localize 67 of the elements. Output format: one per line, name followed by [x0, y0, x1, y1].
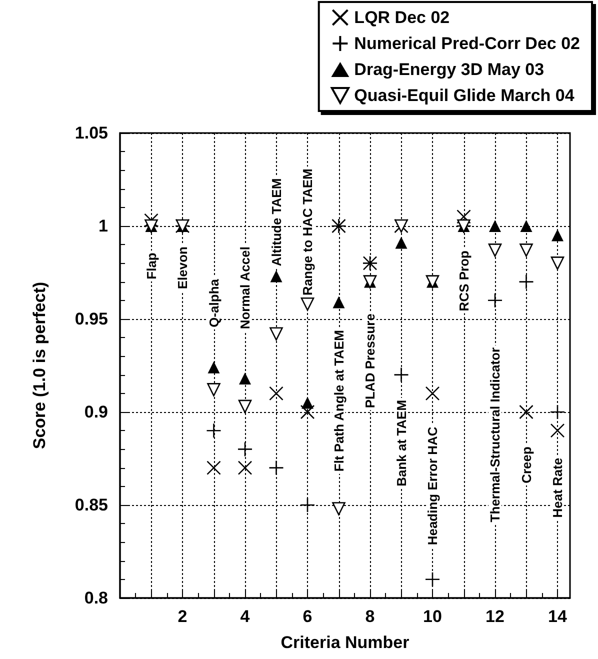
x-tick-label: 4: [240, 607, 250, 626]
annotation: Altitude TAEM: [268, 178, 284, 266]
point: [518, 274, 534, 290]
annotation: Thermal-Structural Indicator: [488, 347, 502, 522]
point: [300, 404, 315, 420]
annotation: Q-alpha: [206, 278, 222, 328]
point: [269, 386, 284, 401]
point: [208, 361, 220, 374]
point: [519, 404, 534, 420]
y-axis-title: Score (1.0 is perfect): [30, 282, 49, 450]
point: [488, 244, 502, 257]
legend-label: Quasi-Equil Glide March 04: [354, 86, 575, 105]
point: [550, 256, 564, 270]
annotation: Range to HAC TAEM: [300, 168, 315, 296]
annotation: RCS Prop: [456, 250, 472, 312]
y-tick-label: 1.05: [74, 124, 108, 142]
point: [206, 422, 222, 438]
x-tick-label: 2: [178, 607, 188, 626]
x-axis-title: Criteria Number: [280, 633, 410, 652]
point: [552, 229, 564, 242]
point: [424, 572, 440, 588]
x-tick-label: 12: [486, 607, 504, 626]
point: [300, 497, 316, 513]
annotation: Normal Accel: [238, 246, 252, 330]
x-tick-label: 8: [365, 607, 375, 626]
legend-label: Numerical Pred-Corr Dec 02: [354, 34, 580, 53]
y-tick-label: 0.8: [84, 588, 108, 608]
annotation: Heat Rate: [550, 458, 565, 518]
point: [302, 396, 314, 409]
y-tick-label: 0.85: [74, 496, 108, 514]
point: [237, 442, 253, 457]
point: [425, 386, 440, 401]
y-tick-label: 1: [98, 216, 108, 236]
annotation: Flap: [144, 252, 159, 280]
annotation: Creep: [518, 446, 534, 484]
point: [520, 220, 532, 232]
point: [487, 292, 503, 308]
x-tick-label: 6: [302, 607, 312, 626]
point: [550, 404, 566, 420]
point: [238, 460, 252, 475]
legend-label: LQR Dec 02: [354, 8, 450, 27]
point: [456, 210, 471, 224]
y-tick-label: 0.9: [84, 402, 108, 422]
point: [238, 400, 252, 414]
point: [395, 236, 408, 249]
point: [394, 367, 409, 382]
annotation: PLAD Pressure: [362, 314, 378, 408]
point: [207, 383, 220, 396]
point: [206, 460, 221, 475]
y-tick-label: 0.95: [74, 310, 108, 328]
point: [550, 423, 565, 438]
point: [332, 502, 346, 516]
legend-label: Drag-Energy 3D May 03: [354, 60, 544, 79]
annotation: Elevon: [175, 246, 190, 290]
point: [239, 372, 251, 385]
point: [300, 297, 314, 311]
point: [332, 296, 345, 308]
annotation: Bank at TAEM: [394, 400, 409, 486]
annotation: Flt Path Angle at TAEM: [331, 330, 346, 472]
point: [270, 270, 282, 282]
point: [268, 460, 284, 476]
point: [520, 244, 533, 257]
point: [270, 327, 283, 341]
annotation: Heading Error HAC: [425, 426, 440, 546]
point: [489, 220, 501, 232]
x-tick-label: 10: [423, 607, 442, 626]
x-tick-label: 14: [548, 607, 568, 626]
